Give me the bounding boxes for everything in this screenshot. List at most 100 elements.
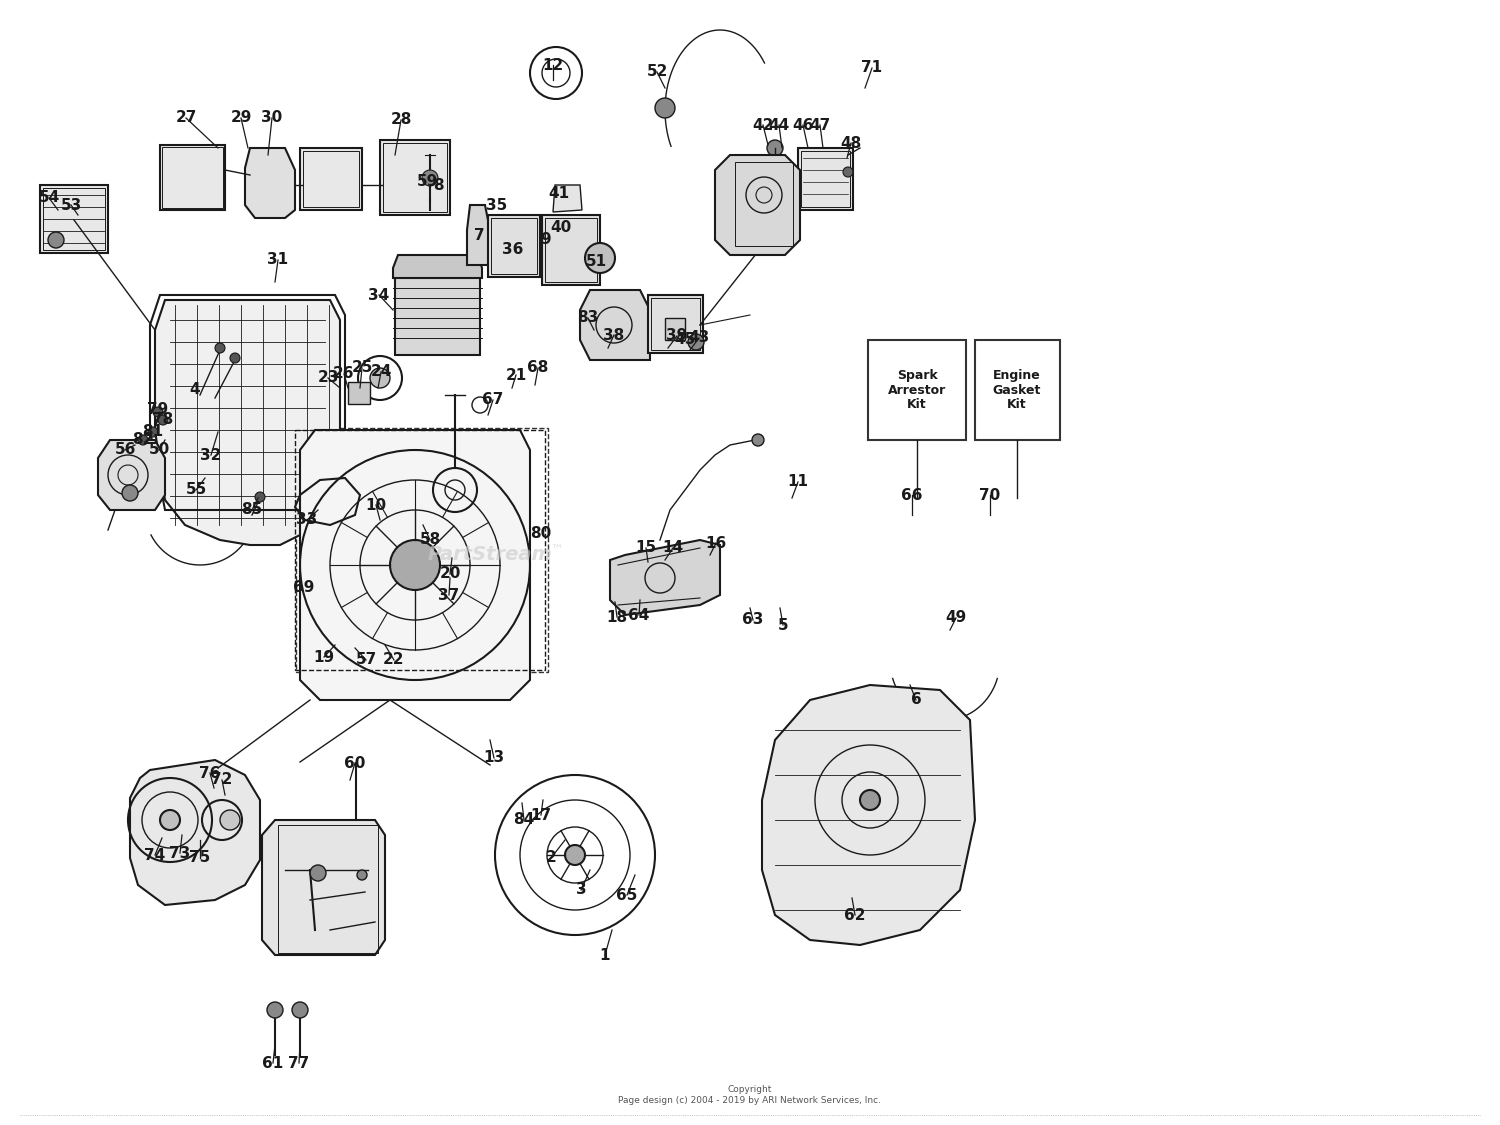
Text: 8: 8 [432, 179, 444, 193]
Text: 64: 64 [628, 608, 650, 622]
Polygon shape [154, 300, 340, 544]
Text: 67: 67 [483, 393, 504, 407]
Text: 9: 9 [540, 233, 552, 248]
Text: 7: 7 [474, 227, 484, 243]
Bar [542, 215, 600, 285]
Text: 17: 17 [531, 808, 552, 822]
Text: 2: 2 [546, 850, 556, 865]
Circle shape [138, 435, 148, 446]
Text: 19: 19 [314, 649, 334, 665]
Circle shape [585, 243, 615, 273]
Text: 63: 63 [742, 612, 764, 628]
Circle shape [766, 140, 783, 156]
Circle shape [148, 428, 158, 436]
Text: 49: 49 [945, 611, 966, 626]
Circle shape [348, 862, 364, 878]
Text: Engine
Gasket
Kit: Engine Gasket Kit [993, 369, 1041, 412]
Circle shape [310, 865, 326, 881]
Text: 58: 58 [420, 532, 441, 548]
Polygon shape [762, 685, 975, 945]
Text: 24: 24 [370, 364, 392, 379]
Text: 53: 53 [60, 198, 81, 213]
Text: 84: 84 [513, 812, 534, 828]
Bar [648, 295, 704, 353]
Bar [544, 218, 597, 282]
Text: ™: ™ [549, 543, 562, 557]
Text: 35: 35 [486, 198, 507, 213]
Text: 74: 74 [144, 847, 165, 863]
Text: 30: 30 [261, 110, 282, 126]
Text: 27: 27 [176, 110, 196, 126]
Text: 33: 33 [297, 513, 318, 528]
Polygon shape [130, 760, 260, 904]
Text: 61: 61 [262, 1055, 284, 1071]
Circle shape [214, 343, 225, 353]
Polygon shape [580, 290, 650, 360]
Polygon shape [716, 155, 800, 255]
Bar [162, 147, 224, 208]
Polygon shape [262, 820, 386, 955]
Text: 66: 66 [902, 487, 922, 503]
Text: Spark
Arrestor
Kit: Spark Arrestor Kit [888, 369, 946, 412]
Bar [40, 184, 108, 253]
Text: 23: 23 [318, 370, 339, 386]
Circle shape [422, 170, 438, 186]
Text: 32: 32 [201, 448, 222, 462]
Circle shape [230, 353, 240, 363]
Text: Copyright
Page design (c) 2004 - 2019 by ARI Network Services, Inc.: Copyright Page design (c) 2004 - 2019 by… [618, 1086, 882, 1105]
Text: 77: 77 [288, 1055, 309, 1071]
Polygon shape [244, 148, 296, 218]
Circle shape [267, 1002, 284, 1018]
Circle shape [220, 810, 240, 830]
Circle shape [48, 232, 64, 248]
Text: 55: 55 [186, 483, 207, 497]
Text: 10: 10 [366, 497, 387, 513]
Text: 34: 34 [369, 288, 390, 303]
Text: 26: 26 [333, 367, 354, 381]
Bar [278, 825, 378, 953]
Circle shape [122, 485, 138, 501]
Text: 4: 4 [189, 382, 201, 397]
Text: 72: 72 [211, 773, 232, 788]
Polygon shape [300, 430, 530, 700]
Text: 18: 18 [606, 610, 627, 624]
Text: 39: 39 [666, 328, 687, 343]
Text: 51: 51 [585, 254, 606, 270]
Text: 57: 57 [356, 652, 376, 667]
Text: 47: 47 [810, 117, 831, 133]
Bar [382, 143, 447, 212]
Text: 15: 15 [636, 540, 657, 556]
Text: 36: 36 [503, 243, 524, 258]
Text: 14: 14 [663, 540, 684, 556]
Text: 6: 6 [910, 693, 921, 708]
Text: 22: 22 [384, 652, 405, 667]
Bar [488, 215, 540, 277]
Text: 52: 52 [646, 64, 668, 80]
Polygon shape [393, 255, 482, 278]
Circle shape [688, 334, 703, 350]
Bar [296, 428, 548, 672]
Text: 44: 44 [768, 117, 789, 133]
Text: 76: 76 [200, 765, 220, 781]
Text: 48: 48 [840, 135, 861, 151]
Text: 25: 25 [351, 360, 372, 376]
Text: 50: 50 [148, 442, 170, 458]
Text: 54: 54 [39, 190, 60, 206]
Text: 29: 29 [231, 110, 252, 126]
Circle shape [357, 870, 368, 880]
Text: 41: 41 [549, 186, 570, 200]
Text: 11: 11 [788, 475, 808, 489]
Circle shape [752, 434, 764, 446]
Text: 60: 60 [345, 756, 366, 771]
Text: 46: 46 [792, 117, 813, 133]
Text: 82: 82 [132, 432, 153, 448]
Text: 28: 28 [390, 112, 411, 127]
Circle shape [160, 810, 180, 830]
Text: PartStream: PartStream [427, 546, 552, 565]
Text: 83: 83 [578, 310, 598, 325]
Bar [44, 188, 105, 250]
Text: 70: 70 [980, 487, 1000, 503]
Circle shape [153, 407, 164, 417]
Text: 81: 81 [142, 423, 164, 439]
Text: 37: 37 [438, 587, 459, 603]
